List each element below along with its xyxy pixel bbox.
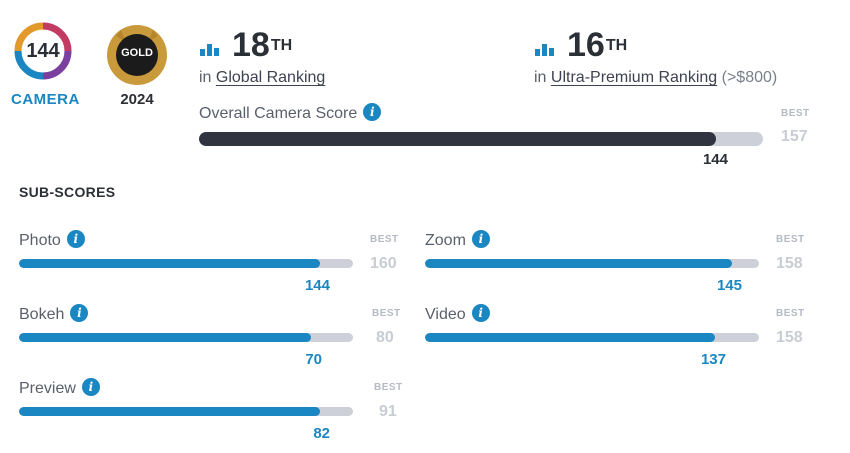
subscore-label-bokeh: Bokeh i bbox=[19, 304, 89, 324]
preview-score-bar bbox=[19, 407, 353, 416]
overall-score-value: 144 bbox=[702, 151, 728, 168]
global-ranking-line: in Global Ranking bbox=[199, 69, 326, 86]
camera-score-badge-label: CAMERA bbox=[11, 91, 80, 108]
overall-score-fill bbox=[199, 132, 717, 146]
info-icon[interactable]: i bbox=[66, 230, 85, 248]
subscore-label-preview: Preview i bbox=[19, 378, 100, 398]
overall-score-bar bbox=[199, 132, 763, 146]
video-score-fill bbox=[425, 333, 715, 342]
bokeh-score-bar bbox=[19, 333, 353, 342]
photo-score-fill bbox=[19, 259, 320, 268]
preview-score-fill bbox=[19, 407, 320, 416]
photo-score-value: 144 bbox=[304, 277, 330, 294]
info-icon[interactable]: i bbox=[81, 378, 100, 396]
camera-score-badge-ring bbox=[14, 22, 72, 80]
subscore-label-zoom: Zoom i bbox=[425, 230, 490, 250]
zoom-score-fill bbox=[425, 259, 732, 268]
zoom-score-value: 145 bbox=[716, 277, 742, 294]
photo-score-bar bbox=[19, 259, 353, 268]
subscore-label-video: Video i bbox=[425, 304, 490, 324]
overall-score-label: Overall Camera Score i bbox=[199, 103, 382, 123]
zoom-best-value: 158 bbox=[776, 255, 803, 272]
ranking-bars-icon bbox=[200, 40, 222, 56]
video-best-label: BEST bbox=[776, 308, 805, 319]
photo-best-label: BEST bbox=[370, 234, 399, 245]
bokeh-best-label: BEST bbox=[372, 308, 401, 319]
photo-best-value: 160 bbox=[370, 255, 397, 272]
subscores-title: SUB-SCORES bbox=[19, 184, 116, 200]
preview-score-value: 82 bbox=[313, 425, 330, 442]
ultra-premium-ranking-link[interactable]: Ultra-Premium Ranking bbox=[550, 69, 718, 86]
bokeh-score-value: 70 bbox=[305, 351, 322, 368]
zoom-best-label: BEST bbox=[776, 234, 805, 245]
zoom-score-bar bbox=[425, 259, 759, 268]
award-year: 2024 bbox=[120, 91, 154, 108]
video-best-value: 158 bbox=[776, 329, 803, 346]
info-icon[interactable]: i bbox=[471, 230, 490, 248]
preview-best-label: BEST bbox=[374, 382, 403, 393]
global-rank: 18TH bbox=[232, 26, 293, 64]
bokeh-best-value: 80 bbox=[376, 329, 394, 346]
camera-score-badge-value: 144 bbox=[26, 40, 60, 62]
global-ranking-link[interactable]: Global Ranking bbox=[215, 69, 326, 86]
preview-best-value: 91 bbox=[379, 403, 397, 420]
info-icon[interactable]: i bbox=[471, 304, 490, 322]
ranking-bars-icon bbox=[535, 40, 557, 56]
bokeh-score-fill bbox=[19, 333, 312, 342]
overall-best-value: 157 bbox=[781, 128, 808, 145]
gold-award-badge bbox=[107, 25, 167, 85]
segment-rank: 16TH bbox=[567, 26, 628, 64]
video-score-bar bbox=[425, 333, 759, 342]
overall-best-label: BEST bbox=[781, 108, 810, 119]
info-icon[interactable]: i bbox=[363, 103, 382, 121]
subscore-label-photo: Photo i bbox=[19, 230, 85, 250]
gold-award-label: GOLD bbox=[121, 47, 153, 59]
segment-ranking-line: in Ultra-Premium Ranking (>$800) bbox=[534, 69, 778, 86]
video-score-value: 137 bbox=[700, 351, 726, 368]
info-icon[interactable]: i bbox=[70, 304, 89, 322]
